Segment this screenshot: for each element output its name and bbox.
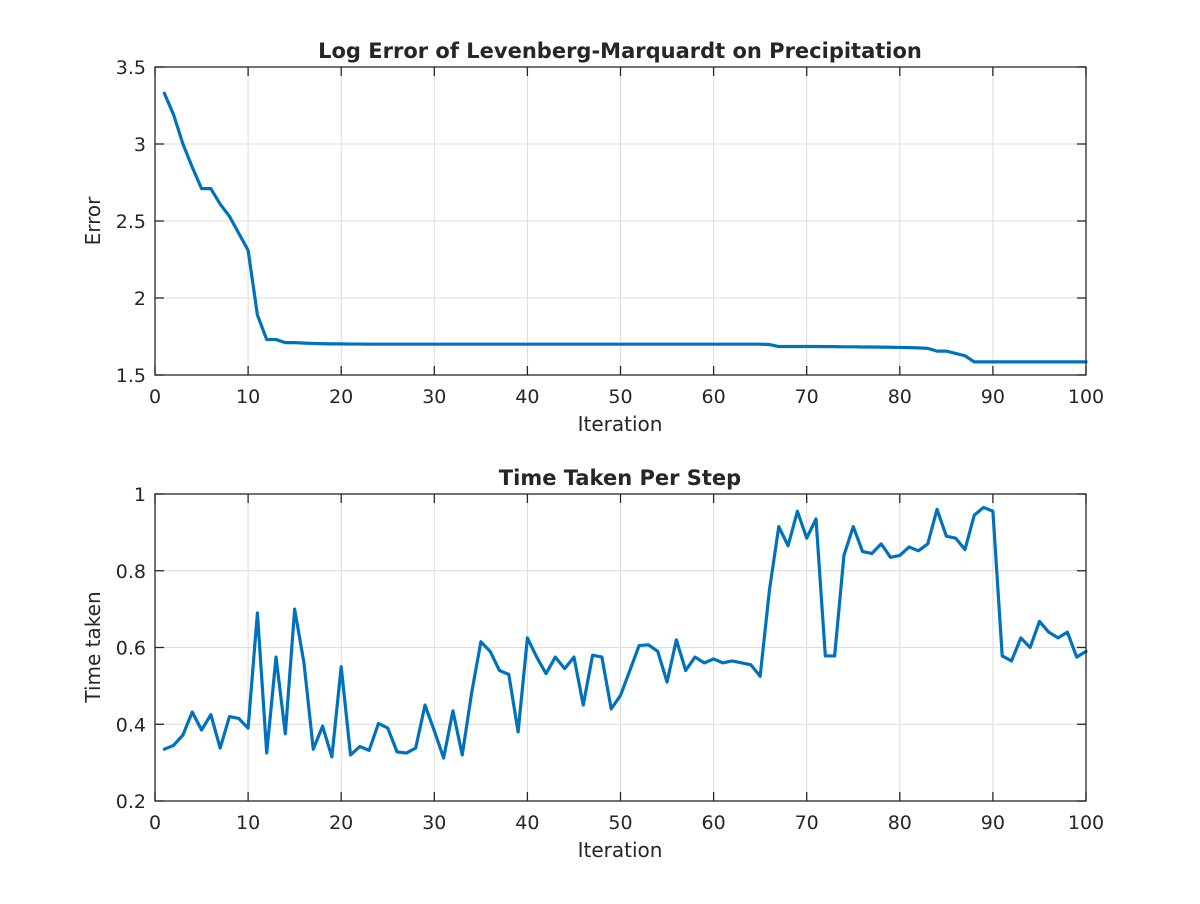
error-plot-ytick-label: 3 xyxy=(134,134,146,156)
time-plot-series-line xyxy=(162,505,1088,760)
time-plot-ytick-label: 0.4 xyxy=(116,714,146,736)
time-plot-ylabel: Time taken xyxy=(81,591,105,703)
error-plot-xtick-label: 80 xyxy=(888,386,912,408)
error-plot-ytick-label: 3.5 xyxy=(116,57,146,79)
time-plot-xtick-label: 0 xyxy=(149,812,161,834)
error-plot: Log Error of Levenberg-Marquardt on Prec… xyxy=(81,39,1104,436)
time-plot-xtick-label: 20 xyxy=(329,812,353,834)
error-plot-xtick-label: 90 xyxy=(981,386,1005,408)
time-plot-xlabel: Iteration xyxy=(578,838,663,862)
time-plot-xtick-label: 70 xyxy=(795,812,819,834)
error-plot-xtick-label: 20 xyxy=(329,386,353,408)
error-plot-xtick-label: 50 xyxy=(608,386,632,408)
error-plot-xtick-label: 30 xyxy=(422,386,446,408)
error-plot-ytick-label: 1.5 xyxy=(116,365,146,387)
time-plot-xtick-label: 90 xyxy=(981,812,1005,834)
time-plot-xtick-label: 60 xyxy=(702,812,726,834)
error-plot-xtick-label: 40 xyxy=(515,386,539,408)
time-plot-title: Time Taken Per Step xyxy=(499,466,741,490)
time-plot-xtick-label: 100 xyxy=(1068,812,1104,834)
error-plot-xtick-label: 60 xyxy=(702,386,726,408)
error-plot-xlabel: Iteration xyxy=(578,412,663,436)
time-plot-xtick-label: 10 xyxy=(236,812,260,834)
error-plot-ylabel: Error xyxy=(81,196,105,246)
error-plot-title: Log Error of Levenberg-Marquardt on Prec… xyxy=(318,39,922,63)
error-plot-xtick-label: 100 xyxy=(1068,386,1104,408)
time-plot-xtick-label: 80 xyxy=(888,812,912,834)
time-plot-ytick-label: 0.2 xyxy=(116,791,146,813)
time-plot-xtick-label: 40 xyxy=(515,812,539,834)
error-plot-ytick-label: 2 xyxy=(134,288,146,310)
error-plot-xtick-label: 70 xyxy=(795,386,819,408)
time-plot-xtick-label: 50 xyxy=(608,812,632,834)
error-plot-series-line xyxy=(162,91,1088,364)
time-plot: Time Taken Per Step Iteration Time taken… xyxy=(81,466,1104,862)
error-plot-ytick-label: 2.5 xyxy=(116,211,146,233)
error-plot-xtick-label: 10 xyxy=(236,386,260,408)
time-plot-ytick-label: 0.6 xyxy=(116,638,146,660)
time-plot-xtick-label: 30 xyxy=(422,812,446,834)
time-plot-ytick-label: 0.8 xyxy=(116,561,146,583)
error-plot-xtick-label: 0 xyxy=(149,386,161,408)
time-plot-ytick-label: 1 xyxy=(134,484,146,506)
